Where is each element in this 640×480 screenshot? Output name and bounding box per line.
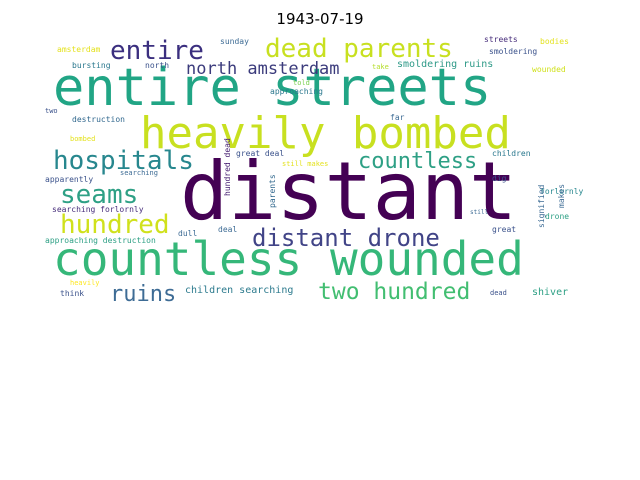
cloud-word: smoldering bbox=[489, 47, 538, 56]
cloud-word: hundred bbox=[60, 210, 170, 240]
cloud-word: heavily bombed bbox=[140, 108, 511, 159]
cloud-word: heavily bbox=[70, 279, 100, 287]
cloud-word: amsterdam bbox=[57, 45, 101, 54]
cloud-word: apparently bbox=[45, 175, 94, 184]
cloud-word: bombed bbox=[70, 135, 96, 143]
cloud-word: sunday bbox=[220, 37, 249, 46]
cloud-word: dead parents bbox=[265, 34, 453, 64]
cloud-word: bursting bbox=[72, 61, 111, 70]
cloud-word: countless wounded bbox=[53, 232, 524, 286]
cloud-word: entire bbox=[110, 36, 204, 66]
cloud-word: told bbox=[293, 79, 310, 87]
cloud-word: bodies bbox=[540, 37, 569, 46]
cloud-word: great deal bbox=[236, 149, 285, 158]
cloud-word: far bbox=[390, 113, 405, 122]
cloud-word: smoldering ruins bbox=[397, 59, 494, 70]
cloud-word: drone bbox=[545, 212, 570, 221]
cloud-word: north bbox=[145, 61, 170, 70]
cloud-word: two bbox=[45, 107, 58, 115]
cloud-word: deal bbox=[218, 225, 238, 234]
cloud-word: take bbox=[372, 63, 389, 71]
cloud-word: countless bbox=[358, 149, 478, 174]
cloud-word: two hundred bbox=[318, 279, 471, 305]
cloud-word: hundred dead bbox=[223, 138, 232, 196]
cloud-word: shiver bbox=[532, 287, 569, 298]
cloud-word: signified bbox=[537, 184, 546, 228]
cloud-word: great bbox=[492, 225, 517, 234]
cloud-word: children searching bbox=[185, 285, 294, 296]
cloud-word: forlornly bbox=[540, 187, 584, 196]
cloud-word: destruction bbox=[72, 115, 125, 124]
cloud-word: seams bbox=[60, 180, 139, 210]
cloud-word: think bbox=[60, 289, 85, 298]
cloud-word: entire streets bbox=[53, 58, 492, 118]
cloud-word: north amsterdam bbox=[186, 59, 340, 79]
cloud-word: searching bbox=[120, 169, 158, 177]
cloud-word: streets bbox=[484, 35, 518, 44]
cloud-word: makes bbox=[557, 183, 566, 208]
cloud-word: approaching destruction bbox=[45, 236, 156, 245]
cloud-title: 1943-07-19 bbox=[276, 10, 364, 28]
cloud-word: distant drone bbox=[252, 224, 440, 252]
cloud-word: approaching bbox=[270, 87, 323, 96]
cloud-word: dig bbox=[492, 174, 507, 183]
cloud-word: dead bbox=[490, 289, 507, 297]
cloud-word: distant bbox=[180, 145, 518, 238]
cloud-word: parents bbox=[268, 174, 277, 208]
cloud-word: hospitals bbox=[53, 146, 194, 176]
cloud-word: wounded bbox=[532, 65, 566, 74]
cloud-word: searching forlornly bbox=[52, 205, 144, 214]
cloud-word: dull bbox=[178, 229, 198, 238]
cloud-word: still makes bbox=[282, 160, 329, 168]
cloud-word: ruins bbox=[110, 282, 177, 307]
cloud-word: still bbox=[470, 209, 489, 216]
cloud-word: children bbox=[492, 149, 531, 158]
